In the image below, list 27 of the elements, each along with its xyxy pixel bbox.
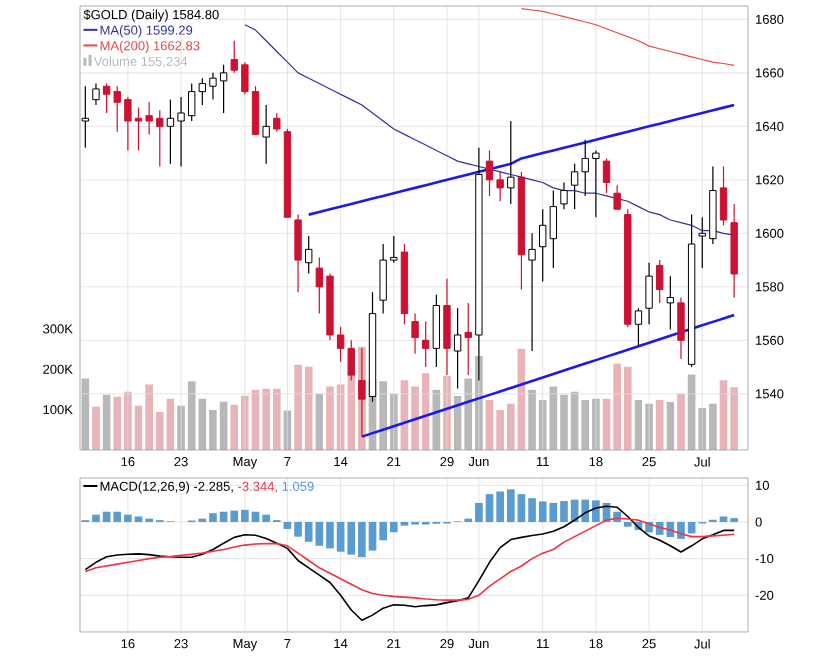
- candlestick: [645, 262, 653, 325]
- candlestick: [507, 120, 515, 205]
- candlestick: [613, 184, 621, 210]
- candlestick: [602, 157, 611, 194]
- candlestick: [411, 312, 419, 355]
- line-series: [84, 505, 735, 622]
- candlestick: [294, 214, 302, 293]
- bar: [655, 399, 664, 450]
- candlestick: [634, 307, 643, 347]
- candlestick: [453, 307, 462, 390]
- candlestick: [677, 296, 685, 360]
- candlestick: [432, 294, 441, 368]
- candlestick: [528, 232, 536, 352]
- candlestick: [666, 275, 675, 331]
- bar: [92, 406, 100, 450]
- candlestick: [719, 165, 728, 226]
- candlestick: [262, 104, 270, 165]
- candlestick: [560, 181, 568, 210]
- bar: [677, 393, 685, 450]
- candlestick: [305, 235, 313, 275]
- candlestick: [464, 302, 472, 376]
- candlestick: [273, 112, 281, 133]
- candlestick: [81, 85, 90, 149]
- candlestick: [656, 259, 664, 304]
- candlestick: [422, 321, 430, 368]
- candlestick: [443, 278, 451, 376]
- candlestick: [92, 82, 100, 106]
